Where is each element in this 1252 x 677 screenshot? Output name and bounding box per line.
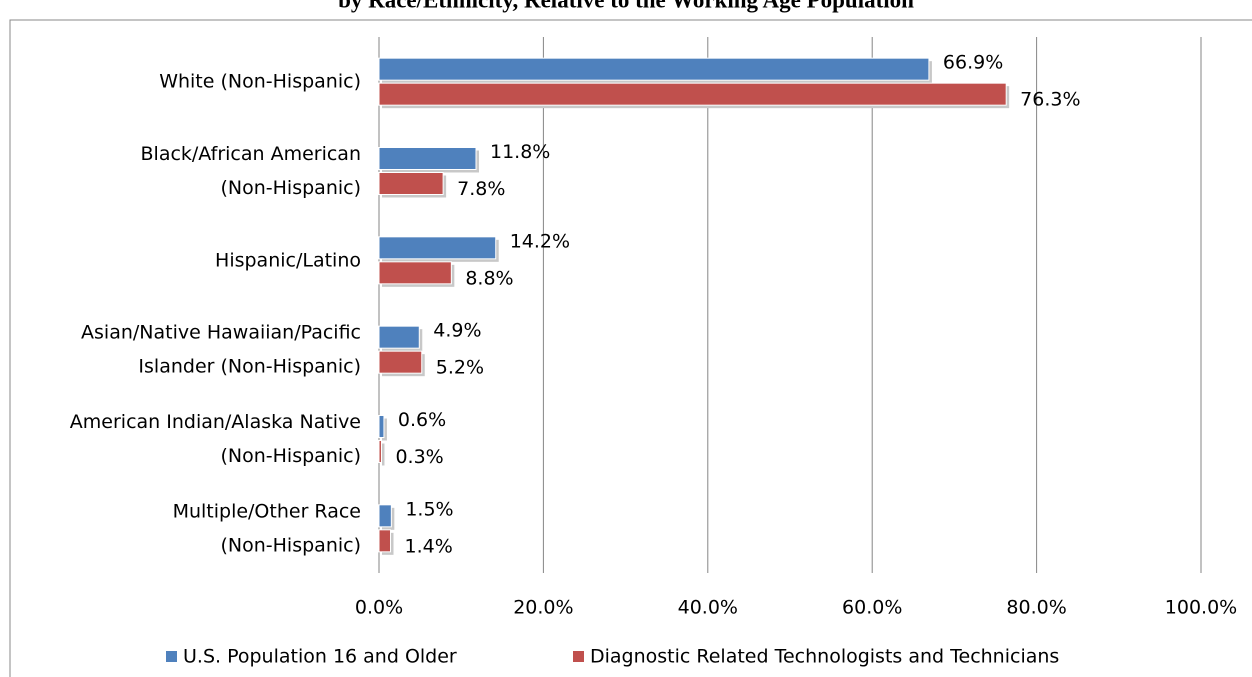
legend-label: Diagnostic Related Technologists and Tec… — [590, 646, 1059, 668]
bar — [378, 504, 392, 528]
data-label: 0.3% — [395, 446, 443, 468]
y-tick-line: American Indian/Alaska Native — [70, 411, 361, 433]
bar — [378, 172, 444, 195]
data-label: 0.6% — [398, 409, 446, 431]
data-label: 66.9% — [943, 52, 1003, 74]
y-tick-line: Islander (Non-Hispanic) — [138, 355, 361, 377]
chart-frame — [9, 19, 1252, 677]
bar-shadow — [382, 418, 387, 441]
y-tick-label: White (Non-Hispanic) — [159, 70, 361, 92]
bar — [378, 147, 477, 170]
x-tick-label: 20.0% — [513, 597, 573, 619]
data-label: 4.9% — [433, 320, 481, 342]
y-tick-line: Black/African American — [141, 143, 362, 165]
y-tick-line: (Non-Hispanic) — [221, 177, 362, 199]
title-backdrop — [240, 0, 1020, 16]
y-tick-line: (Non-Hispanic) — [221, 445, 362, 467]
y-tick-line: Asian/Native Hawaiian/Pacific — [81, 321, 361, 343]
bar-shadow — [382, 443, 385, 466]
bar — [378, 82, 1007, 106]
y-tick-line: White (Non-Hispanic) — [159, 70, 361, 92]
y-tick-label: Asian/Native Hawaiian/Pacific Islander (N… — [81, 321, 361, 377]
data-label: 14.2% — [510, 230, 570, 252]
data-label: 5.2% — [436, 357, 484, 379]
data-label: 7.8% — [457, 178, 505, 200]
legend-swatch — [166, 651, 177, 662]
data-label: 8.8% — [465, 267, 513, 289]
bar — [378, 350, 423, 374]
bar — [378, 415, 385, 438]
y-tick-label: American Indian/Alaska Native (Non-Hispan… — [70, 411, 361, 467]
bar — [378, 261, 452, 285]
data-label: 11.8% — [490, 141, 550, 163]
y-tick-label: Multiple/Other Race (Non-Hispanic) — [173, 500, 361, 556]
bar — [378, 57, 930, 81]
x-tick-label: 40.0% — [678, 597, 738, 619]
bar — [378, 529, 392, 553]
x-tick-label: 100.0% — [1165, 597, 1237, 619]
y-tick-line: Hispanic/Latino — [215, 249, 361, 271]
x-tick-label: 80.0% — [1006, 597, 1066, 619]
chart-title: by Race/Ethnicity, Relative to the Worki… — [338, 0, 914, 12]
bar — [378, 325, 420, 349]
x-tick-label: 0.0% — [355, 597, 403, 619]
data-label: 1.4% — [405, 535, 453, 557]
y-tick-label: Black/African American (Non-Hispanic) — [141, 143, 362, 199]
x-tick-label: 60.0% — [842, 597, 902, 619]
legend-swatch — [573, 651, 584, 662]
bar — [378, 236, 497, 260]
data-label: 1.5% — [405, 498, 453, 520]
y-tick-label: Hispanic/Latino — [215, 249, 361, 271]
bar — [378, 440, 382, 463]
y-tick-line: (Non-Hispanic) — [221, 534, 362, 556]
y-tick-line: Multiple/Other Race — [173, 500, 361, 522]
legend-label: U.S. Population 16 and Older — [183, 646, 457, 668]
data-label: 76.3% — [1020, 89, 1080, 111]
